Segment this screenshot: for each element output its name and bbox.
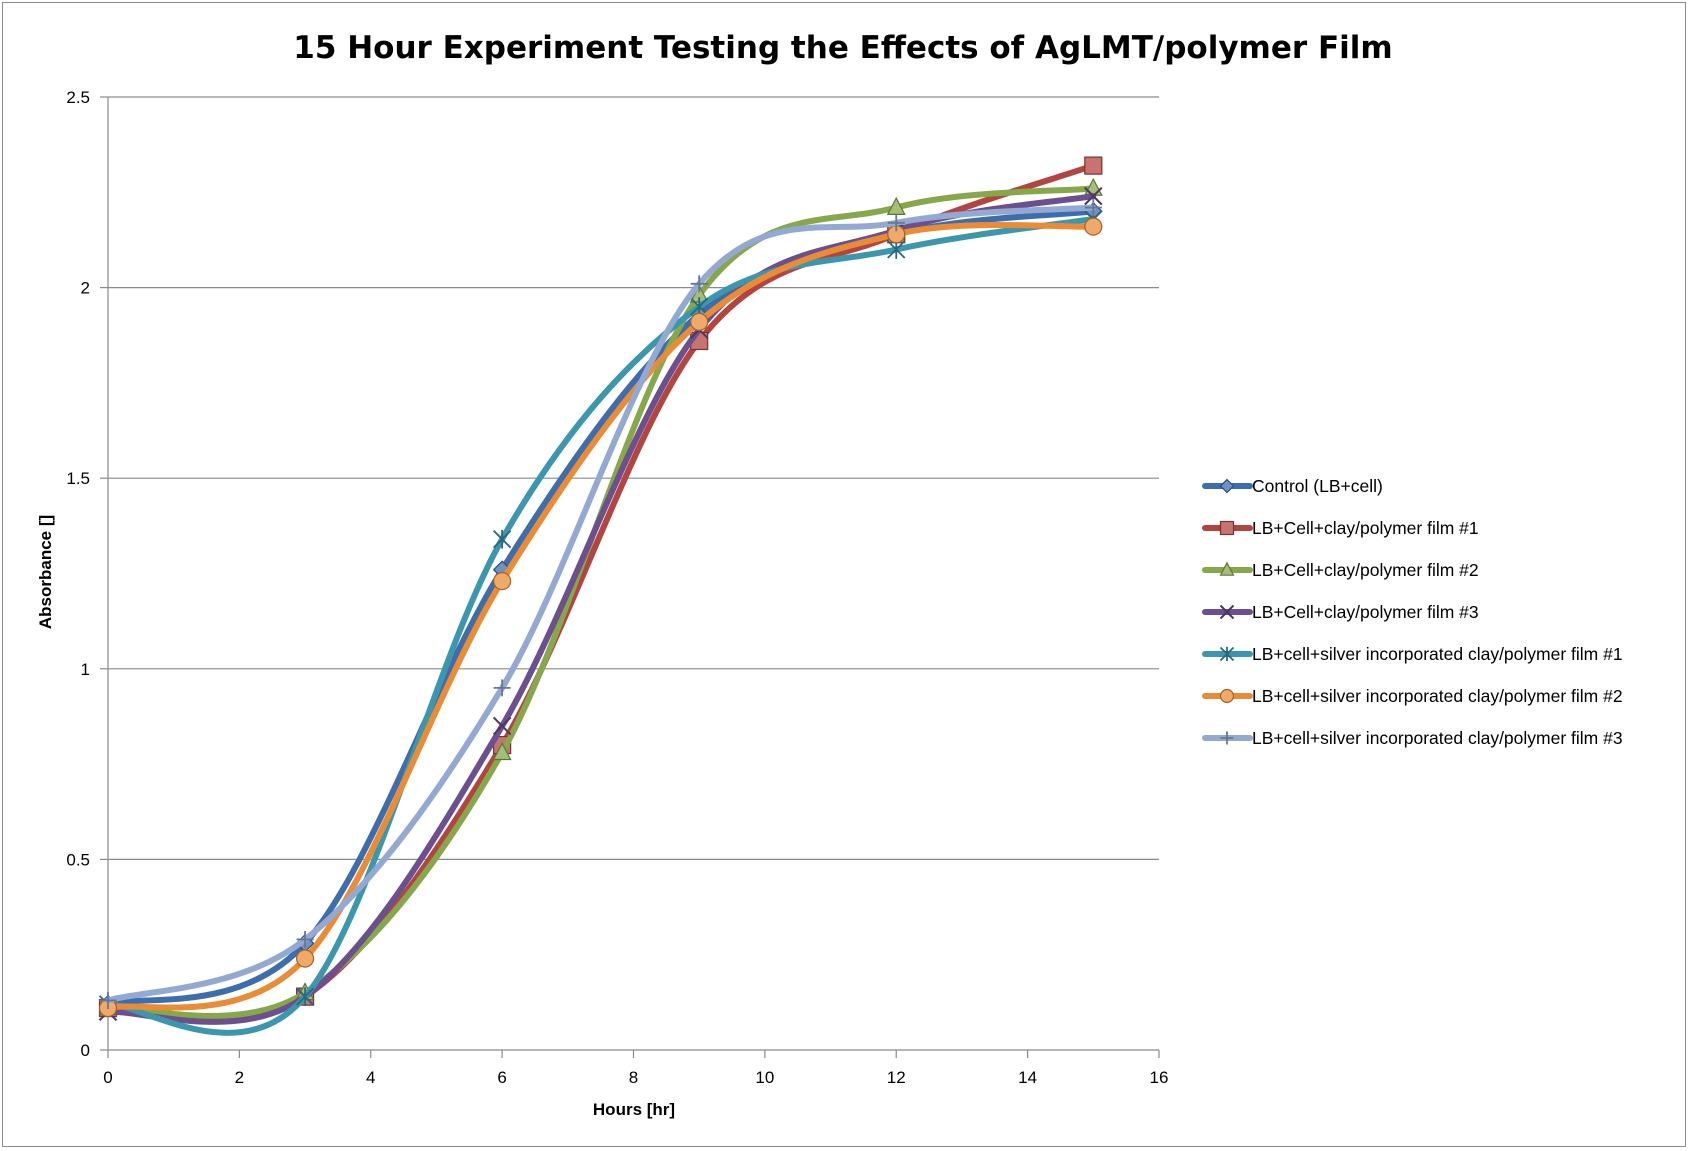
- legend-item: LB+Cell+clay/polymer film #1: [1202, 518, 1479, 538]
- x-tick-label: 12: [887, 1068, 906, 1087]
- data-point: [690, 312, 709, 332]
- legend-label: LB+cell+silver incorporated clay/polymer…: [1252, 644, 1623, 664]
- legend-label: LB+Cell+clay/polymer film #2: [1252, 560, 1479, 580]
- series-4: [98, 186, 1103, 1025]
- legend-label: LB+cell+silver incorporated clay/polymer…: [1252, 728, 1623, 748]
- legend-label: Control (LB+cell): [1252, 476, 1383, 496]
- x-tick-label: 0: [103, 1068, 112, 1087]
- x-tick-label: 2: [235, 1068, 244, 1087]
- series-3: [98, 177, 1103, 1019]
- series-1: [98, 202, 1103, 1014]
- x-tick-label: 4: [366, 1068, 375, 1087]
- data-point: [296, 930, 314, 948]
- data-point: [493, 572, 512, 591]
- legend-marker: [1219, 561, 1235, 576]
- data-point: [99, 991, 117, 1009]
- x-tick-label: 8: [629, 1068, 638, 1087]
- y-tick-label: 0.5: [66, 850, 90, 869]
- data-point: [690, 275, 708, 293]
- series-2: [98, 156, 1103, 1023]
- y-tick-label: 2.5: [66, 88, 90, 107]
- legend-label: LB+Cell+clay/polymer film #1: [1252, 518, 1479, 538]
- x-tick-label: 6: [497, 1068, 506, 1087]
- data-point: [1084, 217, 1103, 236]
- data-point: [492, 716, 512, 736]
- series-line: [105, 162, 1097, 1023]
- legend-label: LB+cell+silver incorporated clay/polymer…: [1252, 686, 1623, 706]
- legend-item: LB+Cell+clay/polymer film #3: [1202, 602, 1479, 622]
- chart-title: 15 Hour Experiment Testing the Effects o…: [293, 30, 1392, 66]
- series-5: [98, 209, 1103, 1036]
- legend-marker: [1219, 478, 1235, 494]
- series-7: [99, 199, 1102, 1009]
- x-axis-label: Hours [hr]: [593, 1100, 675, 1119]
- data-point: [295, 987, 315, 1006]
- legend-item: LB+cell+silver incorporated clay/polymer…: [1202, 686, 1623, 706]
- y-axis-label: Absorbance []: [36, 515, 55, 629]
- legend-item: Control (LB+cell): [1202, 476, 1383, 496]
- series-line: [105, 193, 1097, 1025]
- data-point: [492, 742, 512, 761]
- legend-label: LB+Cell+clay/polymer film #3: [1252, 602, 1479, 622]
- x-tick-label: 10: [755, 1068, 774, 1087]
- series-line: [105, 185, 1097, 1019]
- legend-item: LB+Cell+clay/polymer film #2: [1202, 560, 1479, 580]
- legend-marker: [1219, 688, 1235, 704]
- x-tick-label: 14: [1018, 1068, 1037, 1087]
- legend-item: LB+cell+silver incorporated clay/polymer…: [1202, 644, 1623, 664]
- data-point: [295, 949, 315, 968]
- data-point: [493, 679, 511, 697]
- legend: Control (LB+cell) LB+Cell+clay/polymer fi…: [1202, 476, 1623, 748]
- y-tick-label: 1: [81, 660, 90, 679]
- series-line: [105, 221, 1097, 1012]
- series-6: [98, 217, 1103, 1018]
- legend-marker: [1219, 646, 1235, 662]
- data-point: [1084, 156, 1103, 175]
- data-point: [1084, 186, 1103, 206]
- x-tick-label: 16: [1150, 1068, 1169, 1087]
- legend-item: LB+cell+silver incorporated clay/polymer…: [1202, 728, 1623, 748]
- axes: 0 0.5 1 1.5 2 2.5 0 2 4 6 8 10 12 14 16: [66, 88, 1168, 1087]
- series-line: [105, 216, 1097, 1036]
- gridlines: [108, 96, 1159, 861]
- legend-marker: [1220, 731, 1234, 745]
- data-point: [887, 214, 905, 232]
- series-line: [105, 204, 1097, 1004]
- legend-marker: [1219, 520, 1235, 536]
- data-point: [1084, 199, 1102, 217]
- series-group: [98, 156, 1103, 1036]
- y-tick-label: 2: [81, 279, 90, 298]
- data-point: [492, 529, 512, 549]
- y-tick-label: 0: [81, 1041, 90, 1060]
- series-line: [105, 208, 1097, 1008]
- y-tick-label: 1.5: [66, 469, 90, 488]
- legend-marker: [1219, 604, 1235, 620]
